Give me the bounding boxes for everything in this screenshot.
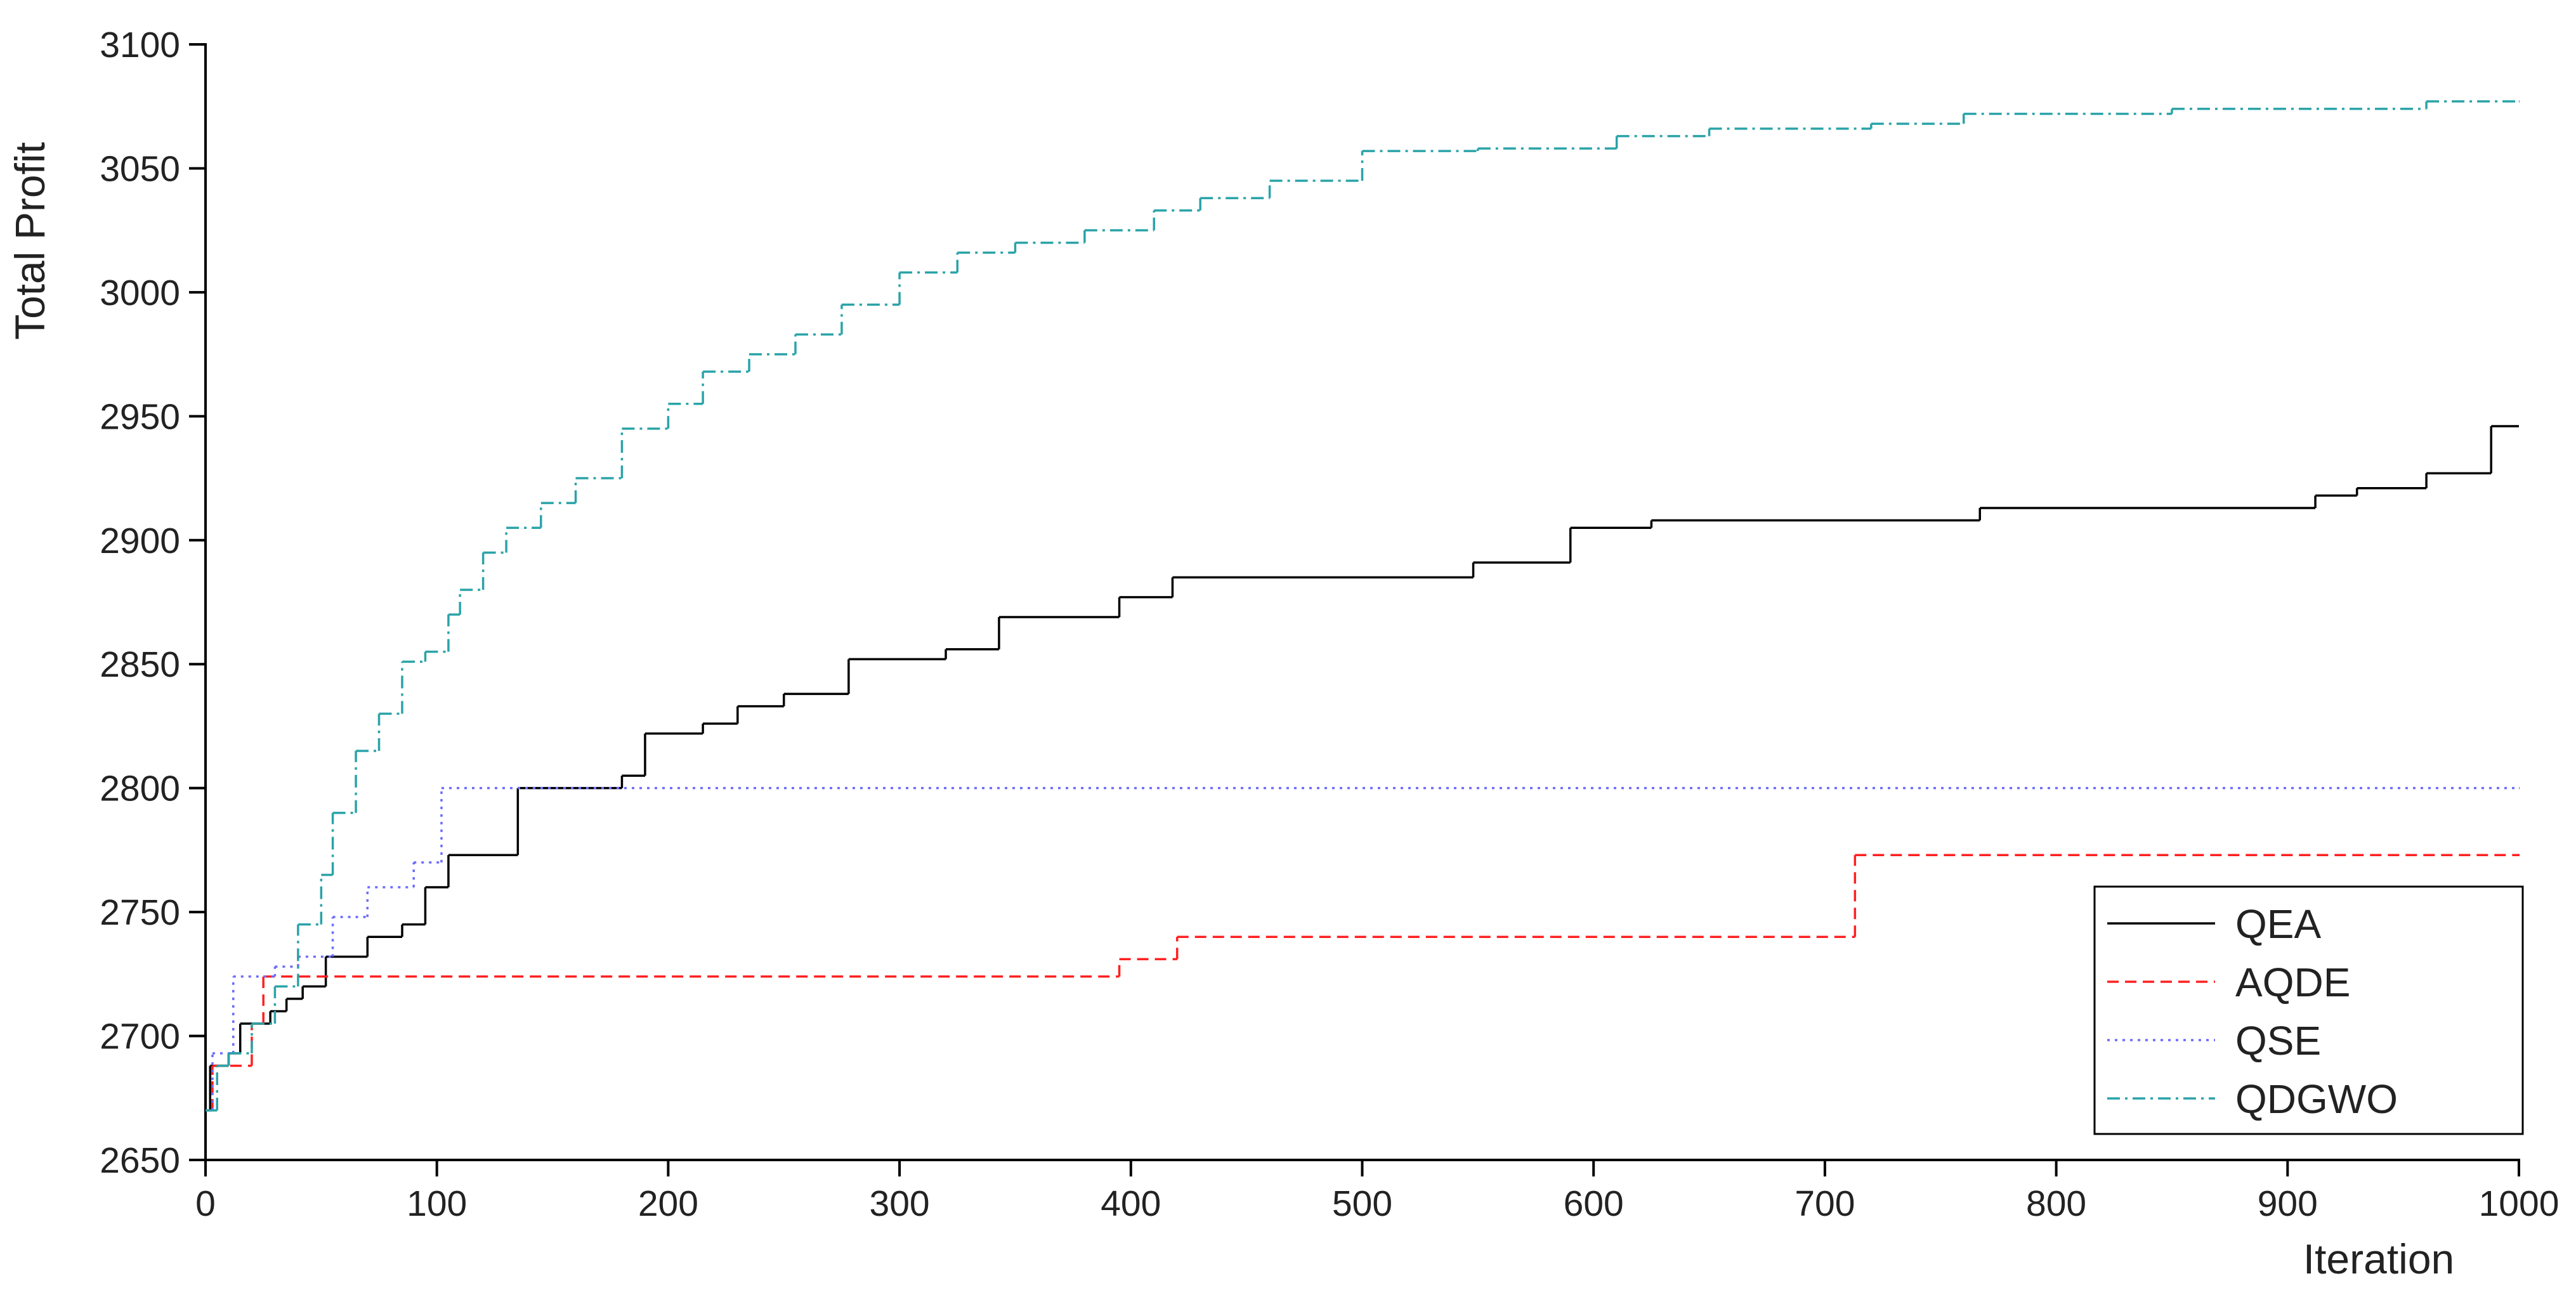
legend-box — [2093, 885, 2524, 1135]
series — [206, 100, 2519, 1112]
legend-label: QDGWO — [2235, 1076, 2398, 1122]
y-tick-label: 2650 — [100, 1140, 180, 1181]
y-tick-label: 2700 — [100, 1017, 180, 1057]
series — [206, 854, 2519, 1112]
x-tick-label: 100 — [407, 1183, 467, 1224]
y-tick-label: 2900 — [100, 521, 180, 561]
x-tick-label: 800 — [2026, 1183, 2086, 1224]
y-tick-label: 2850 — [100, 644, 180, 685]
y-tick-label: 3000 — [100, 273, 180, 313]
legend-label: AQDE — [2235, 960, 2350, 1005]
x-tick-label: 300 — [870, 1183, 930, 1224]
y-tick-label: 2800 — [100, 769, 180, 809]
y-tick-label: 2750 — [100, 892, 180, 933]
series — [206, 425, 2519, 1112]
x-tick-label: 700 — [1795, 1183, 1855, 1224]
y-tick-label: 2950 — [100, 396, 180, 437]
legend-label: QSE — [2235, 1018, 2321, 1064]
x-tick-label: 0 — [195, 1183, 216, 1224]
x-tick-label: 500 — [1332, 1183, 1392, 1224]
x-tick-label: 1000 — [2479, 1183, 2560, 1224]
x-tick-label: 900 — [2258, 1183, 2318, 1224]
x-tick-label: 400 — [1101, 1183, 1161, 1224]
x-tick-label: 600 — [1564, 1183, 1624, 1224]
y-tick-label: 3100 — [100, 25, 180, 65]
x-tick-label: 200 — [638, 1183, 698, 1224]
legend-label: QEA — [2235, 901, 2321, 947]
y-tick-label: 3050 — [100, 148, 180, 189]
y-axis-title: Total Profit — [6, 142, 53, 340]
x-axis-title: Iteration — [2303, 1235, 2454, 1282]
